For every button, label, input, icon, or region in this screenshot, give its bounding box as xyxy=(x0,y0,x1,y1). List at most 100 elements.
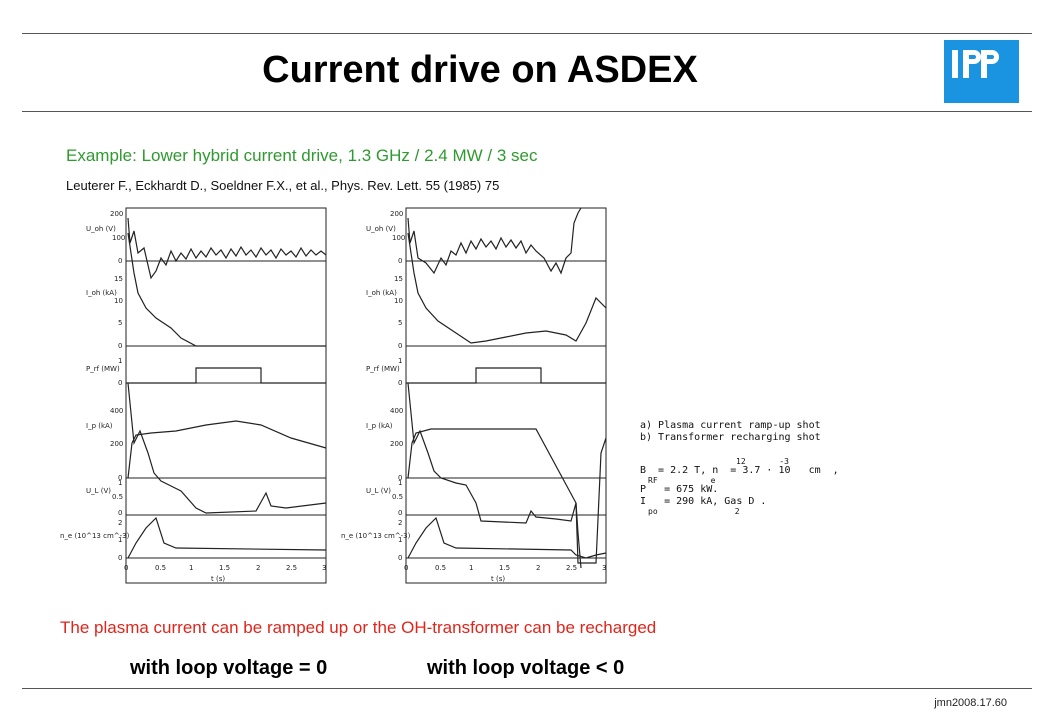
shot-b-prf-trace xyxy=(406,367,606,384)
ytick-a-0c: 0 xyxy=(118,379,122,387)
ytick-a-ul05: 0.5 xyxy=(112,493,123,501)
shot-legend: a) Plasma current ramp-up shot b) Transfo… xyxy=(640,420,839,516)
ytick-b-ul0: 0 xyxy=(398,509,402,517)
ytick-b-ul1: 1 xyxy=(398,479,402,487)
shot-a-frame xyxy=(125,207,327,584)
ytick-b-ne1: 1 xyxy=(398,536,402,544)
ipp-logo-mark xyxy=(952,50,999,78)
ytick-b-10: 10 xyxy=(394,297,403,305)
ytick-b-200b: 200 xyxy=(390,440,403,448)
legend-sub-2: RF e xyxy=(648,476,716,485)
shot-b-frame xyxy=(405,207,607,584)
label-prf-b: P_rf (MW) xyxy=(366,365,400,373)
shot-a-panels xyxy=(125,207,327,584)
xtick-b-3: 3 xyxy=(602,564,606,572)
example-line: Example: Lower hybrid current drive, 1.3… xyxy=(66,146,538,165)
shot-a-ul-trace xyxy=(127,382,327,514)
shot-b-ioh-trace xyxy=(407,232,607,344)
ytick-b-ul05: 0.5 xyxy=(392,493,403,501)
shot-b-ul-trace xyxy=(407,382,582,569)
ytick-b-100: 100 xyxy=(392,234,405,242)
label-ip-b: I_p (kA) xyxy=(366,422,393,430)
legend-sub-3: po 2 xyxy=(648,507,740,516)
ytick-b-0b: 0 xyxy=(398,342,402,350)
conclusion-note: The plasma current can be ramped up or t… xyxy=(60,618,657,637)
ipp-logo xyxy=(944,40,1019,103)
shot-a-ne-trace xyxy=(127,516,327,559)
bottom-rule xyxy=(22,688,1032,689)
xtick-b-15: 1.5 xyxy=(499,564,510,572)
ytick-a-10: 10 xyxy=(114,297,123,305)
legend-params-1: B = 2.2 T, n = 3.7 · 10 cm , xyxy=(640,465,839,476)
figure-labels: U_oh (V) I_oh (kA) P_rf (MW) I_p (kA) U_… xyxy=(60,210,606,583)
xtick-b-05: 0.5 xyxy=(435,564,446,572)
ytick-b-0d: 0 xyxy=(398,474,402,482)
ytick-a-ne2: 2 xyxy=(118,519,122,527)
xtick-b-25: 2.5 xyxy=(566,564,577,572)
xtick-b-1: 1 xyxy=(469,564,473,572)
page-title: Current drive on ASDEX xyxy=(262,49,698,91)
caption-right: with loop voltage < 0 xyxy=(427,657,625,679)
ytick-a-0b: 0 xyxy=(118,342,122,350)
ytick-a-ne1: 1 xyxy=(118,536,122,544)
xlabel-b: t (s) xyxy=(491,575,505,583)
xtick-a-2: 2 xyxy=(256,564,260,572)
label-ul-a: U_L (V) xyxy=(86,487,111,495)
label-uoh-b: U_oh (V) xyxy=(366,225,396,233)
top-rule xyxy=(22,33,1032,34)
ytick-a-0d: 0 xyxy=(118,474,122,482)
legend-line-b: b) Transformer recharging shot xyxy=(640,432,821,443)
legend-line-a: a) Plasma current ramp-up shot xyxy=(640,420,821,431)
label-ip-a: I_p (kA) xyxy=(86,422,113,430)
ytick-b-ne0: 0 xyxy=(398,554,402,562)
ytick-b-5: 5 xyxy=(398,319,402,327)
label-ne-a: n_e (10^13 cm^-3) xyxy=(60,532,130,540)
shot-a-uoh-trace xyxy=(127,217,327,280)
shot-b-ne-trace xyxy=(407,516,607,559)
xlabel-a: t (s) xyxy=(211,575,225,583)
ytick-a-15: 15 xyxy=(114,275,123,283)
xtick-b-0: 0 xyxy=(404,564,408,572)
ytick-b-400: 400 xyxy=(390,407,403,415)
label-ioh-a: I_oh (kA) xyxy=(86,289,117,297)
caption-left: with loop voltage = 0 xyxy=(130,657,328,679)
shot-b-uoh-trace xyxy=(407,207,582,275)
ytick-b-1: 1 xyxy=(398,357,402,365)
reference-citation: Leuterer F., Eckhardt D., Soeldner F.X.,… xyxy=(66,178,500,193)
label-ul-b: U_L (V) xyxy=(366,487,391,495)
ytick-a-ul1: 1 xyxy=(118,479,122,487)
legend-sup-1: 12 -3 xyxy=(736,457,789,466)
xtick-a-05: 0.5 xyxy=(155,564,166,572)
ytick-b-0c: 0 xyxy=(398,379,402,387)
xtick-a-25: 2.5 xyxy=(286,564,297,572)
title-rule xyxy=(22,111,1032,112)
shot-b-ip-trace xyxy=(407,428,607,564)
xtick-a-1: 1 xyxy=(189,564,193,572)
shot-b-panels xyxy=(405,207,607,584)
ytick-a-200: 200 xyxy=(110,210,123,218)
ytick-b-15: 15 xyxy=(394,275,403,283)
xtick-b-2: 2 xyxy=(536,564,540,572)
ytick-a-0: 0 xyxy=(118,257,122,265)
ytick-a-5: 5 xyxy=(118,319,122,327)
label-uoh-a: U_oh (V) xyxy=(86,225,116,233)
ytick-b-ne2: 2 xyxy=(398,519,402,527)
xtick-a-3: 3 xyxy=(322,564,326,572)
label-prf-a: P_rf (MW) xyxy=(86,365,120,373)
ytick-a-ne0: 0 xyxy=(118,554,122,562)
ytick-b-200: 200 xyxy=(390,210,403,218)
shot-a-prf-trace xyxy=(126,367,326,384)
label-ioh-b: I_oh (kA) xyxy=(366,289,397,297)
shot-a-ioh-trace xyxy=(127,232,326,347)
xtick-a-15: 1.5 xyxy=(219,564,230,572)
ytick-a-1: 1 xyxy=(118,357,122,365)
legend-params-3: I = 290 kA, Gas D . xyxy=(640,496,767,507)
footer-code: jmn2008.17.60 xyxy=(934,697,1007,709)
ytick-a-ul0: 0 xyxy=(118,509,122,517)
legend-params-2: P = 675 kW. xyxy=(640,484,719,495)
ytick-b-0: 0 xyxy=(398,257,402,265)
ytick-a-200b: 200 xyxy=(110,440,123,448)
xtick-a-0: 0 xyxy=(124,564,128,572)
label-ne-b: n_e (10^13 cm^-3) xyxy=(341,532,411,540)
experiment-figure: U_oh (V) I_oh (kA) P_rf (MW) I_p (kA) U_… xyxy=(60,207,607,584)
